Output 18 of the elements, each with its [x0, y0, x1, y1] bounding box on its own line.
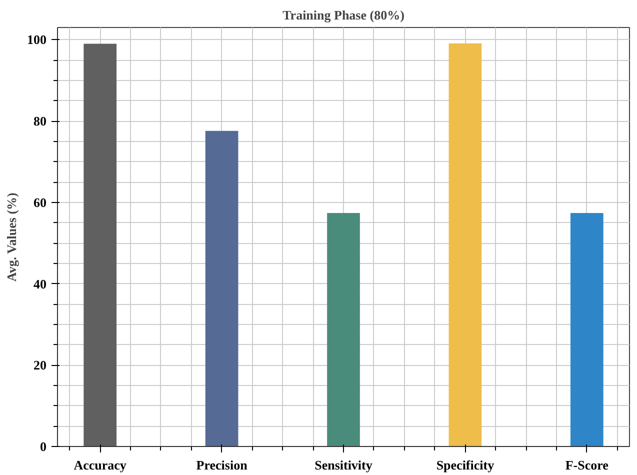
x-tick-label: Specificity	[436, 458, 495, 472]
bar	[205, 130, 238, 446]
bar	[84, 44, 117, 446]
bar	[570, 213, 604, 446]
y-tick-label: 20	[34, 358, 46, 373]
chart-title: Training Phase (80%)	[282, 8, 404, 22]
y-tick-label: 60	[34, 194, 46, 210]
y-tick-label: 0	[40, 439, 46, 454]
y-tick-label: 80	[34, 114, 46, 129]
x-tick-label: F-Score	[565, 458, 609, 472]
y-tick-label: 40	[34, 276, 46, 292]
x-tick-label: Accuracy	[74, 458, 127, 472]
y-axis-title: Avg. Values (%)	[4, 192, 19, 282]
y-tick-label: 100	[27, 32, 46, 48]
bar	[448, 43, 482, 446]
x-tick-label: Precision	[196, 458, 248, 472]
bar	[327, 213, 360, 446]
x-tick-label: Sensitivity	[314, 458, 373, 472]
